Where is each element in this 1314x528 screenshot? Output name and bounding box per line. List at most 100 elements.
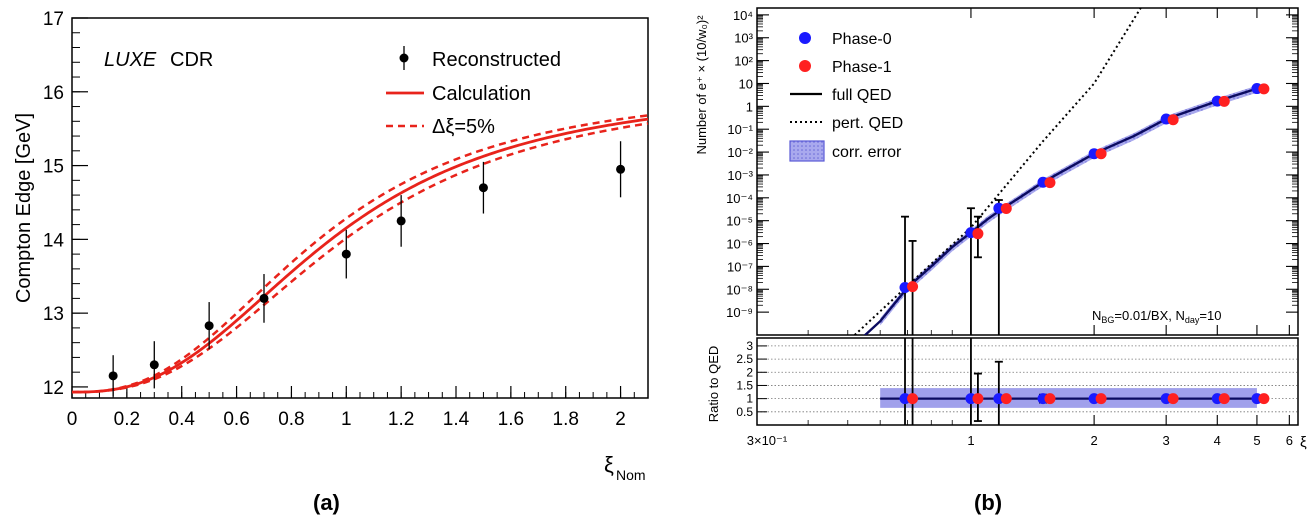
- ratio-phase1-point: [1095, 393, 1107, 405]
- phase1-point: [1218, 95, 1230, 107]
- phase1-point: [907, 281, 919, 293]
- legend-delta-xi-label: Δξ=5%: [432, 116, 495, 138]
- reconstructed-point: [396, 216, 406, 226]
- legend-phase0-marker: [799, 32, 811, 44]
- reconstructed-point: [616, 164, 626, 174]
- x-tick-label-a: 1.6: [498, 409, 524, 430]
- ratio-plot-area: [757, 338, 1298, 425]
- x-tick-label-a: 2: [615, 409, 626, 430]
- ratio-y-tick-label: 1: [746, 392, 753, 406]
- legend-corr-error-label: corr. error: [832, 144, 902, 161]
- y-tick-label-b: 10⁻⁹: [726, 305, 753, 320]
- x-tick-label-a: 0: [67, 409, 78, 430]
- full-qed-curve: [863, 87, 1258, 335]
- panel-label-b: (b): [974, 490, 1003, 515]
- x-tick-label-a: 1: [341, 409, 352, 430]
- x-tick-label-b: 4: [1214, 433, 1221, 448]
- legend-reconstructed-marker: [399, 53, 409, 63]
- y-tick-label-b: 1: [746, 99, 753, 114]
- x-tick-label-a: 0.8: [278, 409, 304, 430]
- ratio-phase1-point: [1218, 393, 1230, 405]
- cdr-tag: CDR: [170, 49, 213, 71]
- y-tick-label-b: 10³: [734, 31, 753, 46]
- legend-calculation-label: Calculation: [432, 83, 531, 105]
- y-tick-label-b: 10⁻⁶: [726, 237, 753, 252]
- correlated-error-band: [880, 85, 1257, 326]
- legend-phase1-marker: [799, 60, 811, 72]
- ratio-axis-label: Ratio to QED: [706, 346, 721, 423]
- x-tick-label-a: 0.6: [223, 409, 249, 430]
- y-tick-label-a: 15: [43, 157, 64, 178]
- panel-label-a: (a): [313, 490, 340, 515]
- legend-phase1-label: Phase-1: [832, 59, 892, 76]
- y-tick-label-b: 10⁻⁴: [726, 191, 753, 206]
- ratio-phase1-point: [1167, 393, 1179, 405]
- ratio-y-tick-label: 2.5: [736, 352, 753, 366]
- ratio-y-tick-label: 2: [746, 365, 753, 379]
- x-tick-label-b: 5: [1253, 433, 1260, 448]
- x-tick-label-a: 0.4: [169, 409, 196, 430]
- ratio-phase1-point: [1258, 393, 1270, 405]
- x-tick-label-b: 1: [967, 433, 974, 448]
- frame-b-ratio: [756, 337, 1299, 426]
- curve-delta-xi-upper: [71, 114, 649, 394]
- curve-calculation: [71, 117, 649, 394]
- y-tick-label-a: 14: [43, 230, 65, 251]
- legend-phase0-label: Phase-0: [832, 31, 892, 48]
- pert-qed-curve: [854, 8, 1142, 335]
- y-tick-label-b: 10⁴: [733, 8, 753, 23]
- annotation-nbg-nday: NBG=0.01/BX, Nday=10: [1092, 308, 1221, 325]
- phase1-point: [1258, 83, 1270, 95]
- reconstructed-point: [149, 360, 159, 370]
- frame-b-upper: [756, 7, 1299, 336]
- ratio-phase0-point: [899, 393, 911, 405]
- x-tick-label-b: 6: [1286, 433, 1293, 448]
- ratio-y-tick-label: 3: [746, 339, 753, 353]
- legend-pert-qed-label: pert. QED: [832, 115, 903, 132]
- ratio-y-tick-label: 1.5: [736, 378, 753, 392]
- y-tick-label-b: 10⁻⁷: [727, 259, 753, 274]
- x-tick-label-b: 3×10⁻¹: [747, 433, 788, 448]
- x-axis-label-sub-a: Nom: [616, 467, 646, 483]
- upper-plot-area: [854, 8, 1270, 335]
- reconstructed-point: [204, 321, 214, 331]
- ratio-y-tick-label: 0.5: [736, 405, 753, 419]
- y-tick-label-b: 10²: [734, 54, 753, 69]
- x-tick-label-b: 2: [1090, 433, 1097, 448]
- y-tick-label-a: 12: [43, 378, 64, 399]
- phase1-point: [1000, 203, 1012, 215]
- ratio-phase1-point: [1044, 393, 1056, 405]
- y-tick-label-b: 10⁻⁵: [726, 214, 753, 229]
- y-tick-label-a: 13: [43, 304, 64, 325]
- reconstructed-point: [108, 371, 118, 381]
- phase1-point: [972, 228, 984, 240]
- x-tick-label-a: 1.8: [553, 409, 579, 430]
- curve-delta-xi-lower: [72, 122, 649, 394]
- y-tick-label-b: 10⁻¹: [727, 122, 753, 137]
- y-tick-label-a: 16: [43, 83, 64, 104]
- x-tick-label-b: 3: [1163, 433, 1170, 448]
- y-tick-label-b: 10⁻²: [727, 145, 753, 160]
- reconstructed-point: [478, 183, 488, 193]
- x-axis-label-b: ξ: [1300, 434, 1307, 451]
- x-axis-label-a: ξ: [604, 452, 614, 477]
- legend-reconstructed-label: Reconstructed: [432, 49, 561, 71]
- phase1-point: [1095, 148, 1107, 160]
- legend-corr-error-swatch: [789, 140, 825, 162]
- x-tick-label-a: 0.2: [114, 409, 140, 430]
- phase1-point: [1167, 114, 1179, 126]
- y-tick-label-b: 10⁻⁸: [726, 282, 753, 297]
- reconstructed-point: [341, 249, 351, 259]
- x-tick-label-a: 1.2: [388, 409, 414, 430]
- y-axis-label-a: Compton Edge [GeV]: [13, 113, 35, 303]
- x-tick-label-a: 1.4: [443, 409, 470, 430]
- ratio-phase1-point: [1000, 393, 1012, 405]
- y-axis-label-b: Number of e⁺ × (10/w₀)²: [694, 15, 709, 155]
- y-tick-label-a: 17: [43, 9, 64, 30]
- phase1-point: [1044, 177, 1056, 189]
- y-tick-label-b: 10: [739, 76, 753, 91]
- ratio-phase1-point: [907, 393, 919, 405]
- luxe-tag: LUXE: [104, 49, 157, 71]
